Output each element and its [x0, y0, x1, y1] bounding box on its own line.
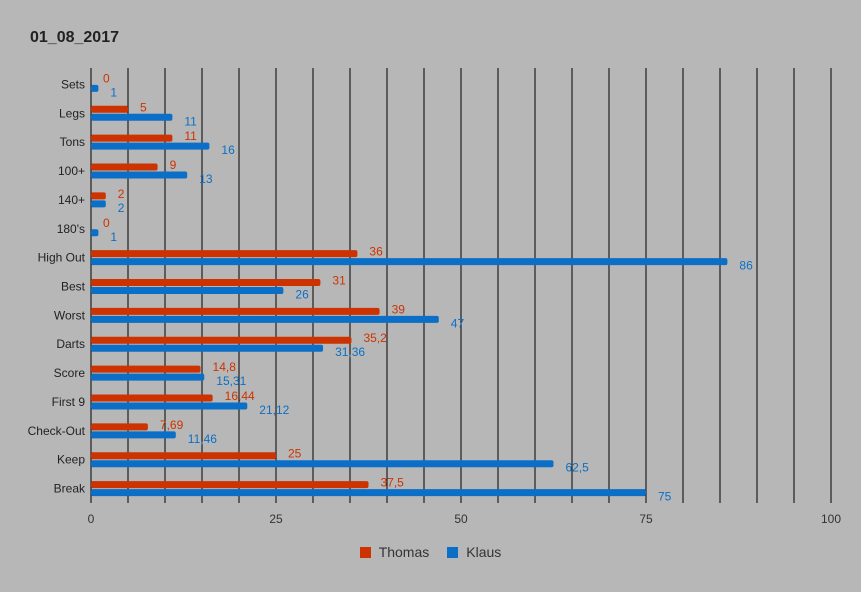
- category-label: Tons: [60, 135, 85, 149]
- data-label-klaus: 15,31: [216, 374, 246, 388]
- x-tick-label: 100: [821, 512, 841, 526]
- category-label: Worst: [54, 308, 86, 322]
- bar-klaus: [91, 402, 248, 410]
- bar-klaus: [91, 258, 728, 266]
- bar-thomas: [91, 279, 321, 286]
- data-label-thomas: 9: [170, 158, 177, 172]
- bar-klaus: [91, 229, 99, 237]
- x-tick-label: 75: [639, 512, 653, 526]
- data-label-thomas: 7,69: [160, 418, 184, 432]
- data-label-thomas: 25: [288, 447, 302, 461]
- legend-label-thomas: Thomas: [378, 544, 430, 560]
- data-label-thomas: 35,2: [363, 331, 387, 345]
- category-label: High Out: [38, 251, 86, 265]
- legend: Thomas Klaus: [0, 544, 861, 560]
- chart-title: 01_08_2017: [30, 29, 119, 46]
- data-label-klaus: 13: [199, 172, 213, 186]
- bar-klaus: [91, 142, 210, 150]
- bar-klaus: [91, 373, 205, 381]
- data-label-klaus: 2: [118, 201, 125, 215]
- data-label-klaus: 75: [658, 490, 672, 504]
- data-label-thomas: 14,8: [213, 360, 237, 374]
- category-label: Darts: [56, 337, 85, 351]
- category-label: Legs: [59, 106, 85, 120]
- category-label: 180's: [57, 222, 85, 236]
- bar-thomas: [91, 192, 106, 200]
- bar-thomas: [91, 336, 352, 344]
- legend-label-klaus: Klaus: [466, 544, 502, 560]
- data-label-klaus: 62,5: [566, 461, 590, 475]
- bar-thomas: [91, 481, 369, 489]
- bar-thomas: [91, 163, 158, 171]
- category-label: 100+: [58, 164, 85, 178]
- category-label: Keep: [57, 453, 85, 467]
- bar-thomas: [91, 365, 201, 373]
- data-label-thomas: 0: [103, 216, 110, 230]
- bar-klaus: [91, 287, 284, 294]
- bar-klaus: [91, 315, 439, 323]
- data-label-thomas: 39: [392, 302, 406, 316]
- bar-klaus: [91, 489, 646, 497]
- data-label-thomas: 11: [184, 129, 197, 143]
- category-label: Sets: [61, 77, 85, 91]
- data-label-thomas: 5: [140, 100, 147, 114]
- bar-thomas: [91, 250, 358, 258]
- category-label: Best: [61, 280, 86, 294]
- data-label-thomas: 31: [332, 274, 346, 288]
- bar-thomas: [91, 307, 380, 315]
- bar-thomas: [91, 423, 148, 431]
- data-label-thomas: 16,44: [225, 389, 255, 403]
- legend-item-thomas[interactable]: Thomas: [359, 544, 430, 560]
- category-label: First 9: [52, 395, 86, 409]
- bar-thomas: [91, 134, 173, 142]
- bar-klaus: [91, 431, 176, 439]
- bar-klaus: [91, 113, 173, 121]
- bar-klaus: [91, 344, 324, 352]
- category-label: Break: [54, 482, 86, 496]
- bar-klaus: [91, 200, 106, 208]
- x-tick-label: 50: [454, 512, 468, 526]
- legend-swatch-klaus: [447, 546, 459, 558]
- data-label-thomas: 37,5: [381, 476, 405, 490]
- data-label-klaus: 1: [110, 230, 117, 244]
- data-label-thomas: 2: [118, 187, 125, 201]
- data-label-thomas: 36: [369, 245, 383, 259]
- bar-klaus: [91, 171, 188, 179]
- category-label: Score: [54, 366, 86, 380]
- data-label-thomas: 0: [103, 71, 110, 85]
- x-tick-label: 25: [269, 512, 283, 526]
- bar-klaus: [91, 460, 554, 468]
- bar-thomas: [91, 452, 276, 460]
- data-label-klaus: 11: [184, 114, 197, 128]
- bar-thomas: [91, 105, 128, 113]
- bar-klaus: [91, 84, 99, 92]
- data-label-klaus: 11,46: [188, 432, 217, 446]
- data-label-klaus: 31,36: [335, 345, 365, 359]
- category-label: 140+: [58, 193, 85, 207]
- data-label-klaus: 86: [739, 259, 753, 273]
- legend-item-klaus[interactable]: Klaus: [447, 544, 501, 560]
- data-label-klaus: 1: [110, 85, 117, 99]
- data-label-klaus: 47: [451, 316, 465, 330]
- bar-thomas: [91, 394, 213, 402]
- data-label-klaus: 26: [295, 288, 309, 302]
- data-label-klaus: 21,12: [259, 403, 289, 417]
- category-label: Check-Out: [28, 424, 86, 438]
- legend-swatch-thomas: [359, 546, 371, 558]
- data-label-klaus: 16: [221, 143, 235, 157]
- x-tick-label: 0: [88, 512, 95, 526]
